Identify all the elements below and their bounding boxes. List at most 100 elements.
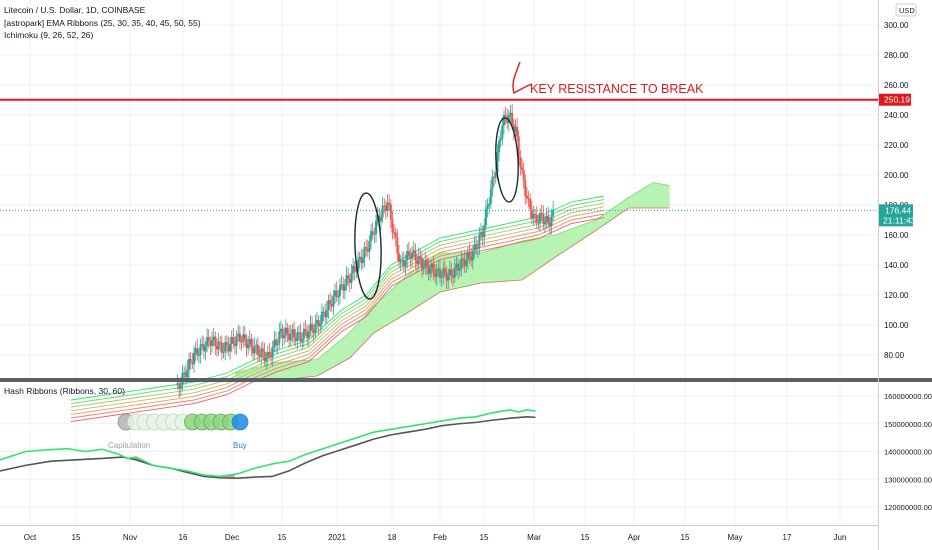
candle-body <box>234 343 236 347</box>
indicator-ema-ribbons[interactable]: [astropark] EMA Ribbons (25, 30, 35, 40,… <box>4 18 201 28</box>
resistance-badge-text: 250.19 <box>884 95 910 105</box>
hash-ribbons-title[interactable]: Hash Ribbons (Ribbons, 30, 60) <box>4 386 125 396</box>
hash-axis[interactable]: 120000000.00 130000000.00 140000000.00 1500… <box>884 392 932 512</box>
candle-body <box>498 140 501 153</box>
candle-body <box>545 215 548 222</box>
candle-body <box>516 126 519 137</box>
candle-body <box>363 247 366 259</box>
candle-body <box>398 253 400 262</box>
time-tick-label: Apr <box>628 533 641 542</box>
price-tick-label: 120.00 <box>884 291 909 300</box>
candle-body <box>450 269 453 276</box>
candle-body <box>276 343 279 346</box>
candle-body <box>325 309 328 318</box>
candle-body <box>284 327 287 336</box>
candle-body <box>317 320 320 327</box>
candle-body <box>191 362 194 365</box>
candle-body <box>502 115 505 126</box>
candle-body <box>253 346 256 354</box>
candle-body <box>425 260 428 266</box>
candle-body <box>330 303 333 307</box>
candle-body <box>309 323 312 332</box>
candle-body <box>453 267 456 278</box>
candle-body <box>320 311 323 324</box>
candle-body <box>548 222 551 227</box>
current-price-badge: 176.44 21:11:43 <box>879 204 916 227</box>
candle-body <box>368 241 371 252</box>
candle-body <box>293 329 296 338</box>
hash-ribbons <box>0 409 536 479</box>
candle-body <box>207 337 210 342</box>
candle-body <box>373 234 376 236</box>
candle-body <box>283 335 286 339</box>
indicator-ichimoku[interactable]: Ichimoku (9, 26, 52, 26) <box>4 30 93 40</box>
time-tick-label: Nov <box>123 533 137 542</box>
candle-body <box>240 341 243 343</box>
candle-body <box>202 344 205 352</box>
candle-body <box>370 231 373 242</box>
candle-body <box>517 136 520 157</box>
candle-body <box>212 336 215 340</box>
candle-body <box>319 323 322 327</box>
time-tick-label: 17 <box>783 533 792 542</box>
candle-body <box>409 255 412 259</box>
candle-body <box>537 222 540 224</box>
time-axis[interactable]: Oct 15 Nov 16 Dec 15 2021 18 Feb 15 Mar 15 Apr 15 May 1… <box>24 533 847 542</box>
annotation-text: KEY RESISTANCE TO BREAK <box>530 82 704 96</box>
candle-body <box>337 296 340 298</box>
candle-body <box>258 354 261 357</box>
chart-title[interactable]: Litecoin / U.S. Dollar, 1D, COINBASE <box>4 5 146 15</box>
candle-body <box>521 167 523 170</box>
candle-body <box>271 346 274 358</box>
hash-tick-label: 160000000.00 <box>884 392 932 401</box>
resistance-badge: 250.19 <box>879 93 911 106</box>
candle-body <box>511 112 514 125</box>
candle-body <box>491 176 494 189</box>
candle-body <box>468 251 471 257</box>
price-grid <box>0 0 878 525</box>
cloud-span-b <box>234 207 670 383</box>
candle-body <box>270 354 273 358</box>
candle-body <box>327 300 330 310</box>
candle-body <box>494 172 497 178</box>
candle-body <box>302 329 305 339</box>
price-tick-label: 220.00 <box>884 141 909 150</box>
candle-body <box>296 332 299 342</box>
price-tick-label: 260.00 <box>884 81 909 90</box>
candle-body <box>353 265 356 272</box>
candle-body <box>407 251 410 256</box>
panel-divider[interactable] <box>0 378 932 382</box>
candle-body <box>361 258 364 264</box>
candle-body <box>306 331 309 339</box>
candle-body <box>470 256 473 261</box>
candle-body <box>206 337 209 347</box>
candle-body <box>514 126 517 132</box>
ema-line <box>70 195 605 401</box>
hash-tick-label: 130000000.00 <box>884 475 932 484</box>
candle-body <box>457 263 460 271</box>
candle-body <box>478 234 481 248</box>
candle-body <box>496 152 499 173</box>
price-tick-label: 140.00 <box>884 261 909 270</box>
candle-body <box>493 176 496 178</box>
candle-body <box>224 342 227 352</box>
candle-body <box>357 259 359 272</box>
candle-body <box>366 248 369 252</box>
candle-body <box>465 260 468 267</box>
candle-body <box>260 348 263 357</box>
hash-slow-line <box>0 416 536 479</box>
time-tick-label: May <box>727 533 742 542</box>
price-axis[interactable]: 80.00100.00120.00140.00160.00180.00200.0… <box>884 21 909 360</box>
candle-body <box>489 188 492 204</box>
candle-body <box>189 358 192 363</box>
candle-body <box>255 344 258 347</box>
candle-body <box>294 337 297 342</box>
candle-body <box>386 202 389 211</box>
currency-badge[interactable]: USD <box>895 3 917 17</box>
candle-body <box>476 247 479 250</box>
candle-body <box>281 328 284 339</box>
time-tick-label: Jun <box>834 533 847 542</box>
candle-body <box>455 263 458 268</box>
candle-body <box>427 265 430 274</box>
